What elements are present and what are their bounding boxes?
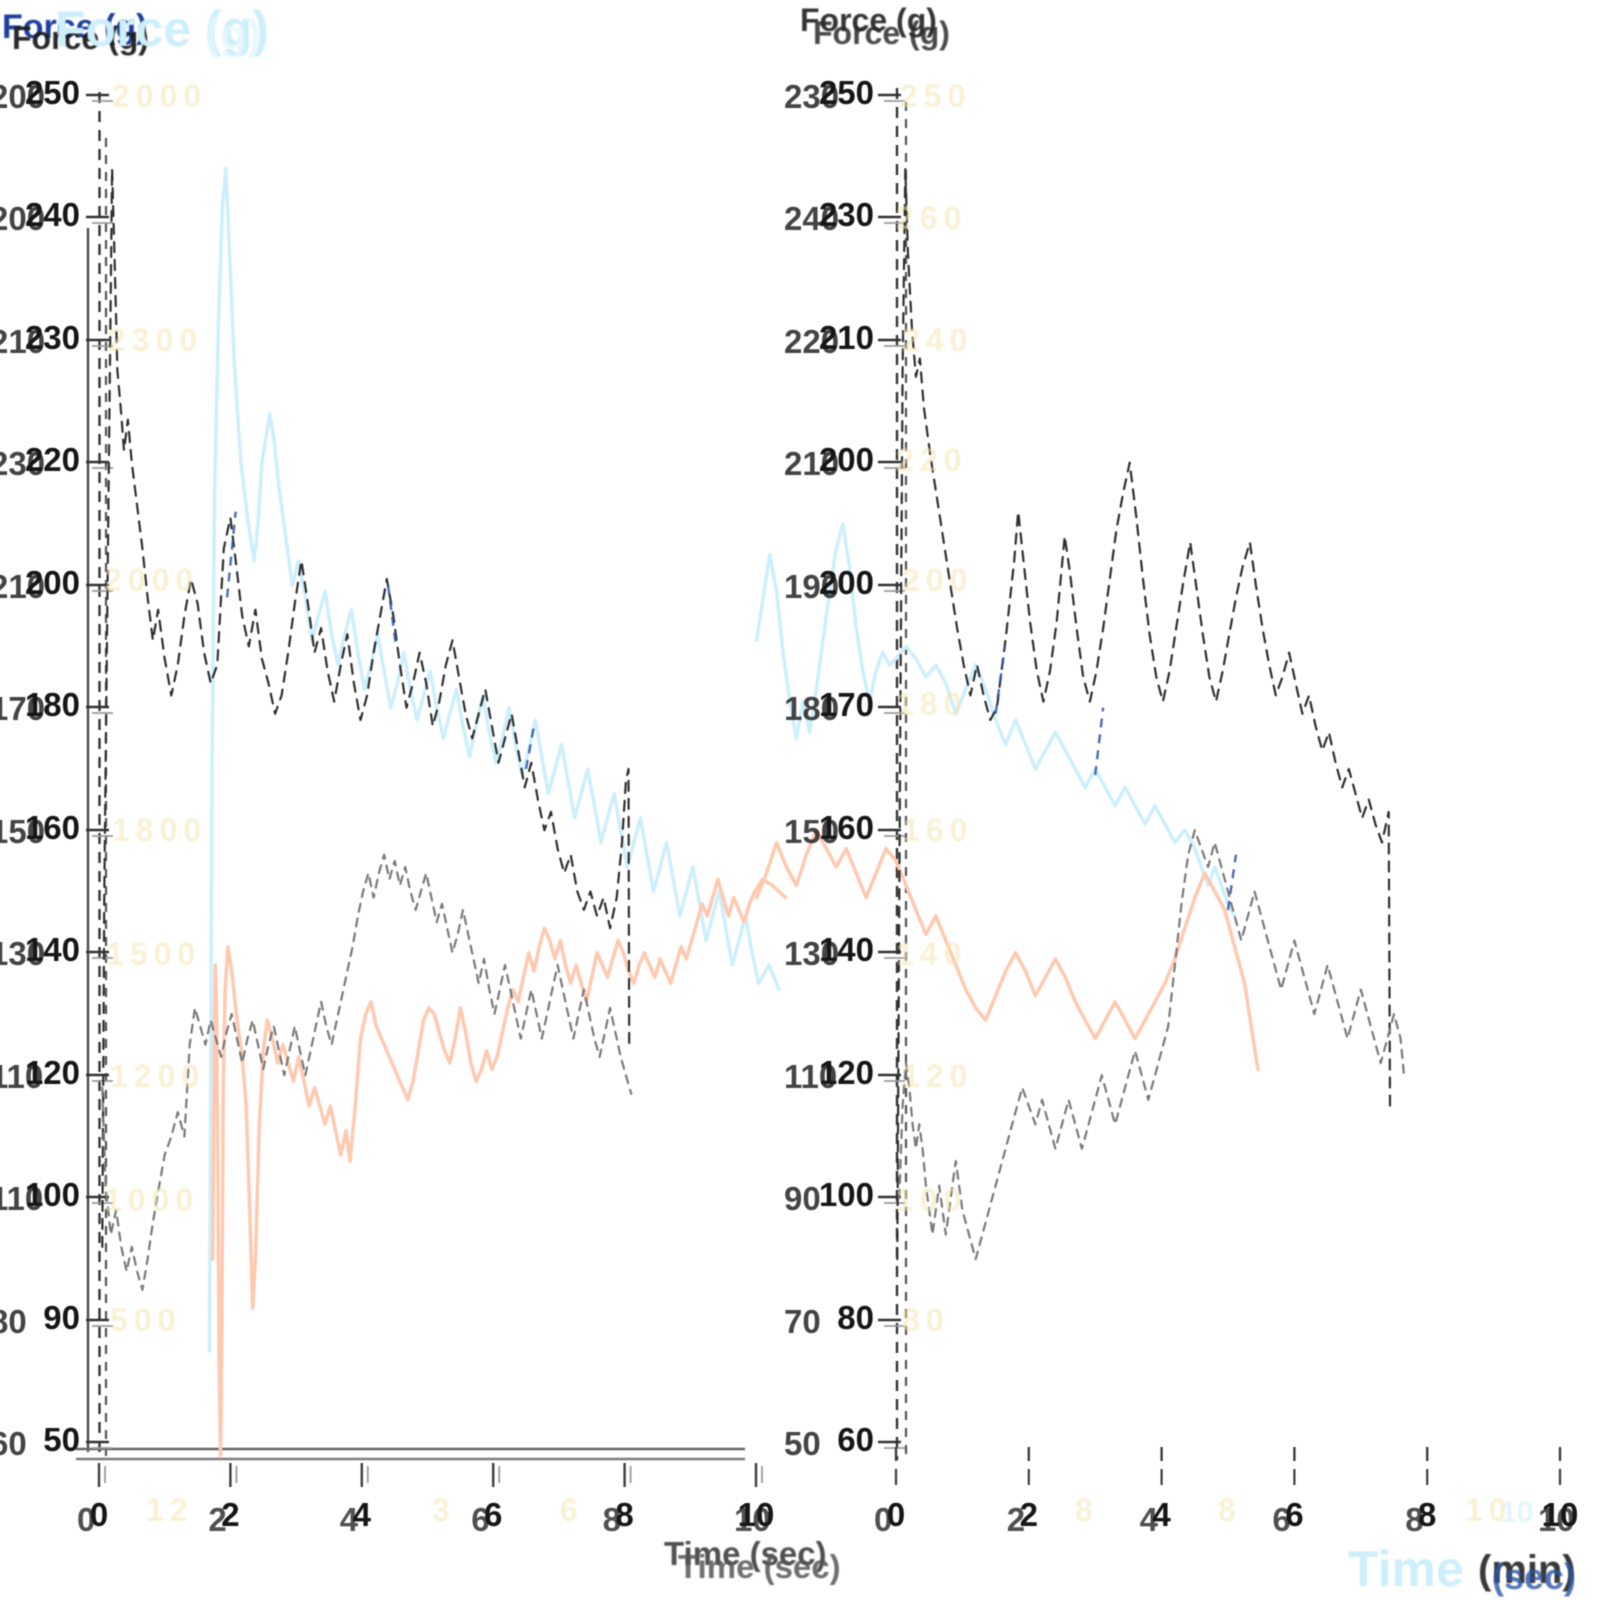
series-right-trial4-salmon (754, 828, 1260, 1071)
series-left-trial4-salmon (210, 877, 788, 1457)
navy-overlap-dash (524, 725, 536, 770)
series-right-trial1-dashed-dark (896, 167, 1392, 1261)
navy-overlap-dash (1226, 854, 1238, 911)
series-left-trial1-dashed-dark (101, 167, 631, 1248)
series-left-trial3-cyan (207, 166, 781, 1353)
navy-overlap-dash (225, 511, 237, 598)
navy-overlap-dash (994, 646, 1007, 714)
navy-overlap-dash (386, 585, 398, 647)
series-right-trial3-cyan (754, 522, 1237, 918)
navy-overlap-dash (1094, 707, 1105, 776)
series-right-trial2-dashed-gray (898, 829, 1406, 1261)
series-left-trial2-dashed-gray (101, 853, 633, 1291)
